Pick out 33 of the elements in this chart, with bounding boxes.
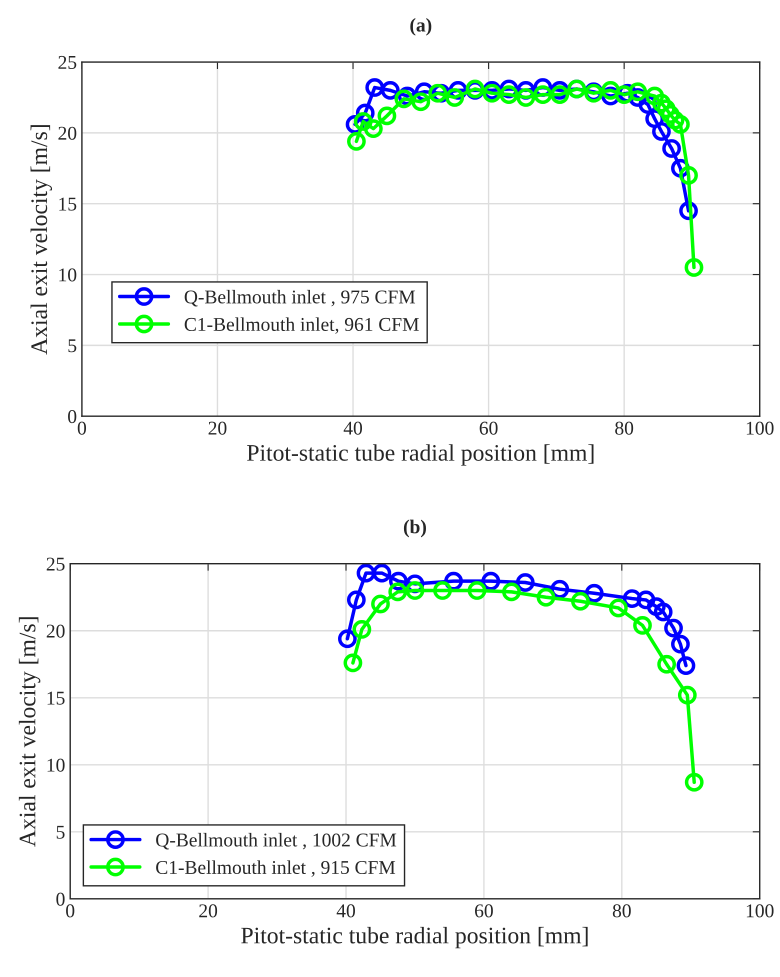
chart-title: (a) [410, 18, 432, 36]
x-tick-label: 80 [615, 422, 634, 435]
x-axis-title: Pitot-static tube radial position [mm] [241, 926, 588, 948]
y-tick-label: 0 [68, 410, 76, 424]
x-tick-label: 100 [746, 422, 774, 435]
y-tick-label: 5 [68, 339, 76, 352]
x-tick-label: 20 [208, 422, 226, 435]
x-tick-label: 20 [199, 904, 218, 918]
x-tick-label: 60 [475, 904, 493, 918]
x-axis-title: Pitot-static tube radial position [mm] [247, 444, 594, 466]
y-tick-label: 0 [56, 892, 65, 906]
legend-label: Q-Bellmouth inlet , 1002 CFM [156, 832, 396, 850]
y-axis-title: Axial exit velocity [m/s] [30, 125, 52, 355]
y-tick-label: 20 [46, 624, 65, 638]
x-tick-label: 100 [746, 904, 774, 918]
x-tick-label: 40 [344, 422, 362, 435]
y-tick-label: 10 [48, 758, 65, 772]
x-tick-label: 80 [612, 904, 631, 918]
y-tick-label: 15 [59, 198, 76, 211]
legend-label: C1-Bellmouth inlet, 961 CFM [184, 317, 419, 334]
y-tick-label: 15 [48, 692, 65, 705]
y-axis-title: Axial exit velocity [m/s] [18, 617, 40, 847]
y-tick-label: 25 [46, 558, 65, 571]
legend-label: Q-Bellmouth inlet , 975 CFM [184, 290, 416, 306]
legend-label: C1-Bellmouth inlet , 915 CFM [156, 860, 396, 877]
chart-title: (b) [404, 520, 426, 538]
x-tick-label: 40 [336, 904, 355, 918]
y-tick-label: 20 [58, 126, 76, 140]
x-tick-label: 60 [480, 422, 498, 435]
y-tick-label: 25 [58, 56, 76, 69]
y-tick-label: 10 [59, 268, 76, 282]
y-tick-label: 5 [56, 826, 65, 839]
x-tick-label: 0 [78, 422, 86, 435]
